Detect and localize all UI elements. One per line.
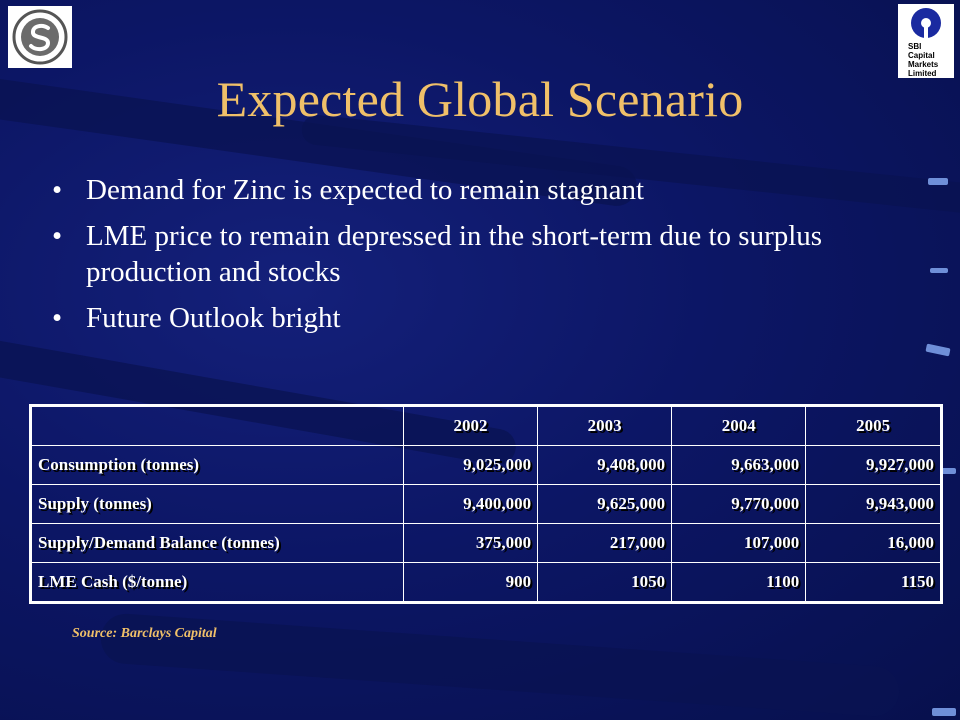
background-streak — [99, 612, 901, 718]
table-header-year: 2004 — [671, 405, 807, 446]
bullet-text: LME price to remain depressed in the sho… — [86, 220, 823, 288]
table-cell: 375,000 — [402, 523, 539, 563]
accent-mark — [928, 178, 948, 185]
table-header-empty — [30, 405, 404, 446]
table-cell: 900 — [402, 562, 539, 603]
table-cell: 217,000 — [537, 523, 673, 563]
bullet-icon: • — [52, 302, 63, 334]
table-row: Supply/Demand Balance (tonnes) 375,000 2… — [30, 523, 942, 563]
table-row: Consumption (tonnes) 9,025,000 9,408,000… — [30, 445, 942, 485]
sterlite-logo — [8, 6, 72, 68]
table-cell: 1150 — [805, 562, 942, 603]
row-label: Supply (tonnes) — [30, 484, 404, 524]
table-cell: 9,663,000 — [671, 445, 807, 485]
accent-mark — [932, 708, 956, 716]
bullet-text: Demand for Zinc is expected to remain st… — [86, 174, 645, 206]
bullet-item: • LME price to remain depressed in the s… — [52, 218, 932, 290]
bullet-item: • Future Outlook bright — [52, 300, 932, 336]
table-cell: 9,770,000 — [671, 484, 807, 524]
table-cell: 1100 — [671, 562, 807, 603]
table-header-year: 2002 — [402, 405, 539, 446]
sterlite-logo-icon — [12, 9, 68, 65]
bullet-list: • Demand for Zinc is expected to remain … — [52, 172, 932, 346]
data-table: 2002 2003 2004 2005 Consumption (tonnes)… — [29, 404, 943, 604]
row-label: LME Cash ($/tonne) — [30, 562, 404, 603]
table-header-row: 2002 2003 2004 2005 — [30, 405, 942, 446]
accent-mark — [930, 268, 948, 273]
table-cell: 9,927,000 — [805, 445, 942, 485]
table-cell: 9,625,000 — [537, 484, 673, 524]
bullet-icon: • — [52, 174, 63, 206]
table-header-year: 2003 — [537, 405, 673, 446]
sbi-logo-text: SBI Capital Markets Limited — [908, 42, 939, 78]
table-cell: 9,943,000 — [805, 484, 942, 524]
row-label: Consumption (tonnes) — [30, 445, 404, 485]
table-header-year: 2005 — [805, 405, 942, 446]
table-cell: 1050 — [537, 562, 673, 603]
table-cell: 9,025,000 — [402, 445, 539, 485]
table-row: LME Cash ($/tonne) 900 1050 1100 1150 — [30, 562, 942, 603]
bullet-icon: • — [52, 220, 63, 252]
sbi-logo-icon — [911, 8, 941, 39]
slide-title: Expected Global Scenario — [216, 71, 744, 127]
row-label: Supply/Demand Balance (tonnes) — [30, 523, 404, 563]
table-cell: 16,000 — [805, 523, 942, 563]
accent-mark — [940, 468, 956, 474]
table-row: Supply (tonnes) 9,400,000 9,625,000 9,77… — [30, 484, 942, 524]
bullet-text: Future Outlook bright — [86, 302, 341, 334]
table-cell: 107,000 — [671, 523, 807, 563]
table-cell: 9,408,000 — [537, 445, 673, 485]
bullet-item: • Demand for Zinc is expected to remain … — [52, 172, 932, 208]
sbi-logo: SBI Capital Markets Limited — [898, 4, 954, 78]
table-cell: 9,400,000 — [402, 484, 539, 524]
source-note: Source: Barclays Capital — [72, 626, 217, 641]
